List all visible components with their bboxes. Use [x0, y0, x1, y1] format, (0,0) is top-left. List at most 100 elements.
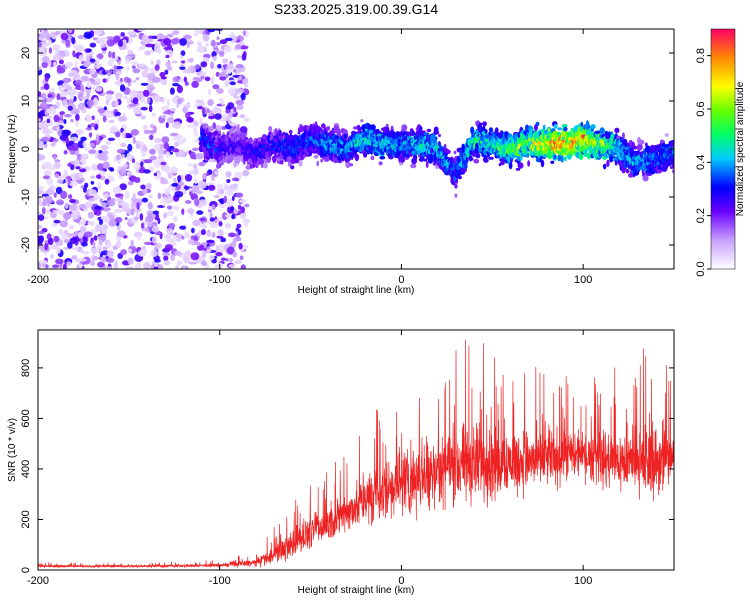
- heatmap-cell: [222, 212, 228, 221]
- heatmap-cell: [105, 113, 114, 118]
- heatmap-cell: [117, 230, 126, 238]
- heatmap-cell: [56, 124, 60, 131]
- heatmap-cell: [225, 73, 229, 78]
- heatmap-cell: [170, 166, 179, 174]
- heatmap-cell: [244, 203, 250, 208]
- heatmap-cell: [169, 107, 177, 112]
- heatmap-cell: [125, 266, 135, 269]
- heatmap-cell: [39, 259, 48, 264]
- heatmap-cell: [191, 227, 195, 234]
- heatmap-cell: [131, 158, 136, 164]
- heatmap-cell: [176, 104, 180, 108]
- heatmap-cell: [69, 204, 77, 212]
- heatmap-cell: [88, 149, 97, 155]
- heatmap-cell: [53, 161, 61, 170]
- heatmap-cell: [71, 142, 79, 151]
- heatmap-cell: [131, 90, 139, 95]
- heatmap-cell: [224, 37, 233, 42]
- heatmap-cell: [50, 143, 55, 147]
- heatmap-cell: [194, 120, 199, 127]
- heatmap-cell: [664, 133, 669, 137]
- heatmap-cell: [184, 174, 193, 182]
- heatmap-cell: [165, 210, 175, 217]
- heatmap-cell: [145, 43, 154, 48]
- heatmap-cell: [88, 132, 93, 138]
- heatmap-cell: [184, 250, 192, 257]
- heatmap-cell: [64, 61, 72, 69]
- heatmap-cell: [89, 260, 95, 266]
- heatmap-cell: [154, 259, 161, 263]
- heatmap-cell: [192, 147, 199, 152]
- heatmap-cell: [143, 261, 151, 269]
- heatmap-cell: [127, 143, 133, 152]
- heatmap-cell: [241, 53, 247, 61]
- heatmap-cell: [179, 66, 186, 70]
- heatmap-cell: [42, 201, 47, 207]
- heatmap-cell: [235, 44, 242, 50]
- heatmap-cell: [218, 97, 223, 102]
- heatmap-cell: [218, 188, 225, 195]
- heatmap-cell: [52, 61, 57, 67]
- heatmap-cell: [44, 75, 49, 82]
- heatmap-cell: [89, 58, 96, 63]
- heatmap-cell: [180, 55, 184, 59]
- heatmap-cell: [165, 54, 170, 59]
- heatmap-cell: [475, 153, 481, 159]
- heatmap-cell: [184, 81, 189, 86]
- heatmap-cell: [112, 186, 122, 195]
- heatmap-cell: [423, 158, 428, 162]
- heatmap-cell: [211, 204, 215, 209]
- heatmap-cell: [118, 40, 123, 47]
- heatmap-cell: [175, 233, 184, 239]
- heatmap-cell: [92, 241, 96, 247]
- heatmap-cell: [94, 77, 102, 83]
- heatmap-cell: [214, 170, 219, 176]
- heatmap-cell: [171, 183, 179, 187]
- heatmap-cell: [67, 29, 73, 34]
- heatmap-cell: [290, 165, 295, 170]
- heatmap-cell: [44, 243, 48, 251]
- heatmap-cell: [64, 169, 68, 176]
- heatmap-cell: [101, 50, 107, 54]
- heatmap-cell: [63, 229, 69, 235]
- heatmap-cell: [106, 250, 114, 258]
- heatmap-cell: [55, 186, 63, 195]
- heatmap-cell: [197, 41, 202, 47]
- heatmap-cell: [97, 163, 104, 171]
- heatmap-cell: [152, 210, 160, 215]
- heatmap-cell: [223, 45, 232, 53]
- heatmap-cell: [229, 206, 235, 212]
- heatmap-cell: [143, 241, 153, 246]
- heatmap-cell: [216, 164, 222, 169]
- heatmap-cell: [186, 42, 190, 48]
- heatmap-cell: [152, 144, 161, 150]
- heatmap-cell: [162, 252, 171, 257]
- heatmap-cell: [169, 87, 175, 95]
- heatmap-cell: [86, 99, 95, 107]
- heatmap-cell: [106, 90, 114, 95]
- heatmap-cell: [77, 231, 84, 239]
- heatmap-cell: [234, 171, 243, 180]
- heatmap-cell: [153, 160, 161, 168]
- heatmap-cell: [74, 247, 79, 251]
- heatmap-cell: [86, 48, 92, 52]
- heatmap-cell: [165, 61, 172, 68]
- heatmap-cell: [163, 110, 170, 115]
- heatmap-cell: [43, 161, 52, 170]
- heatmap-cell: [228, 232, 236, 238]
- heatmap-cell: [132, 136, 136, 144]
- heatmap-cell: [202, 34, 210, 42]
- heatmap-cell: [58, 120, 64, 124]
- heatmap-cell: [126, 66, 130, 71]
- heatmap-cell: [94, 29, 103, 36]
- heatmap-cell: [72, 50, 76, 58]
- heatmap-cell: [248, 137, 253, 144]
- heatmap-cell: [83, 231, 93, 238]
- heatmap-cell: [201, 260, 207, 266]
- heatmap-cell: [94, 64, 101, 69]
- heatmap-cell: [148, 166, 154, 172]
- heatmap-cell: [196, 106, 204, 110]
- heatmap-cell: [215, 252, 223, 257]
- heatmap-cell: [399, 162, 404, 166]
- heatmap-cell: [80, 84, 84, 91]
